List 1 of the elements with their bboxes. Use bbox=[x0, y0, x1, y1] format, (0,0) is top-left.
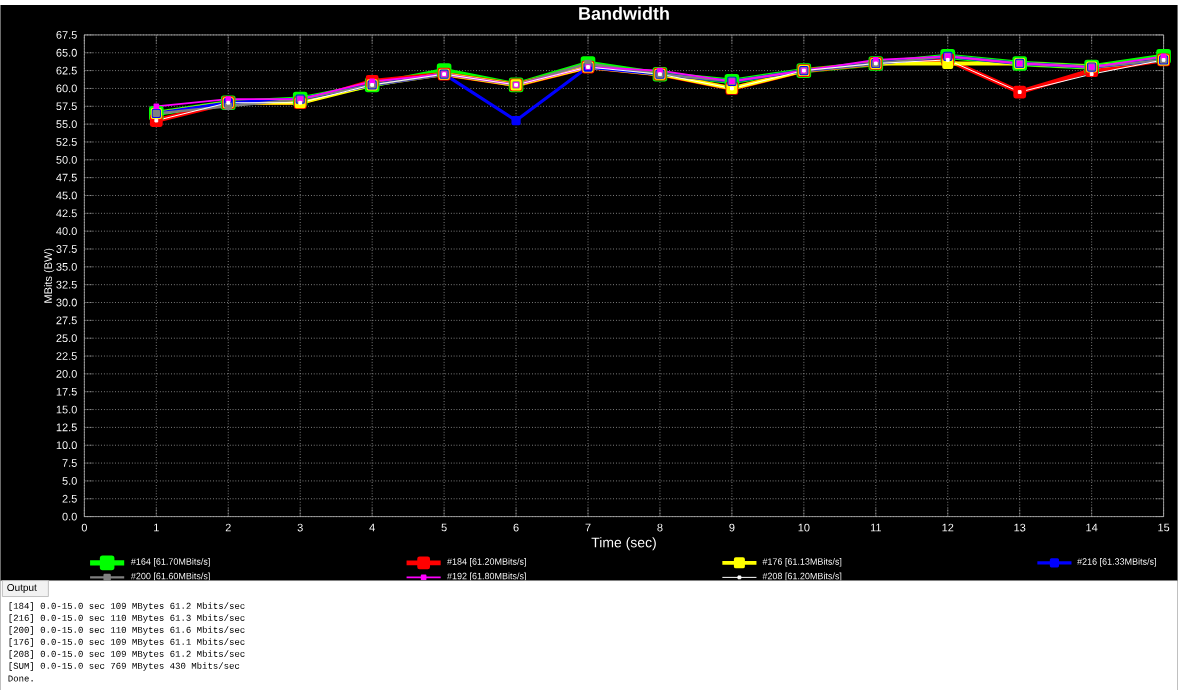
chart-title: Bandwidth bbox=[579, 6, 669, 20]
